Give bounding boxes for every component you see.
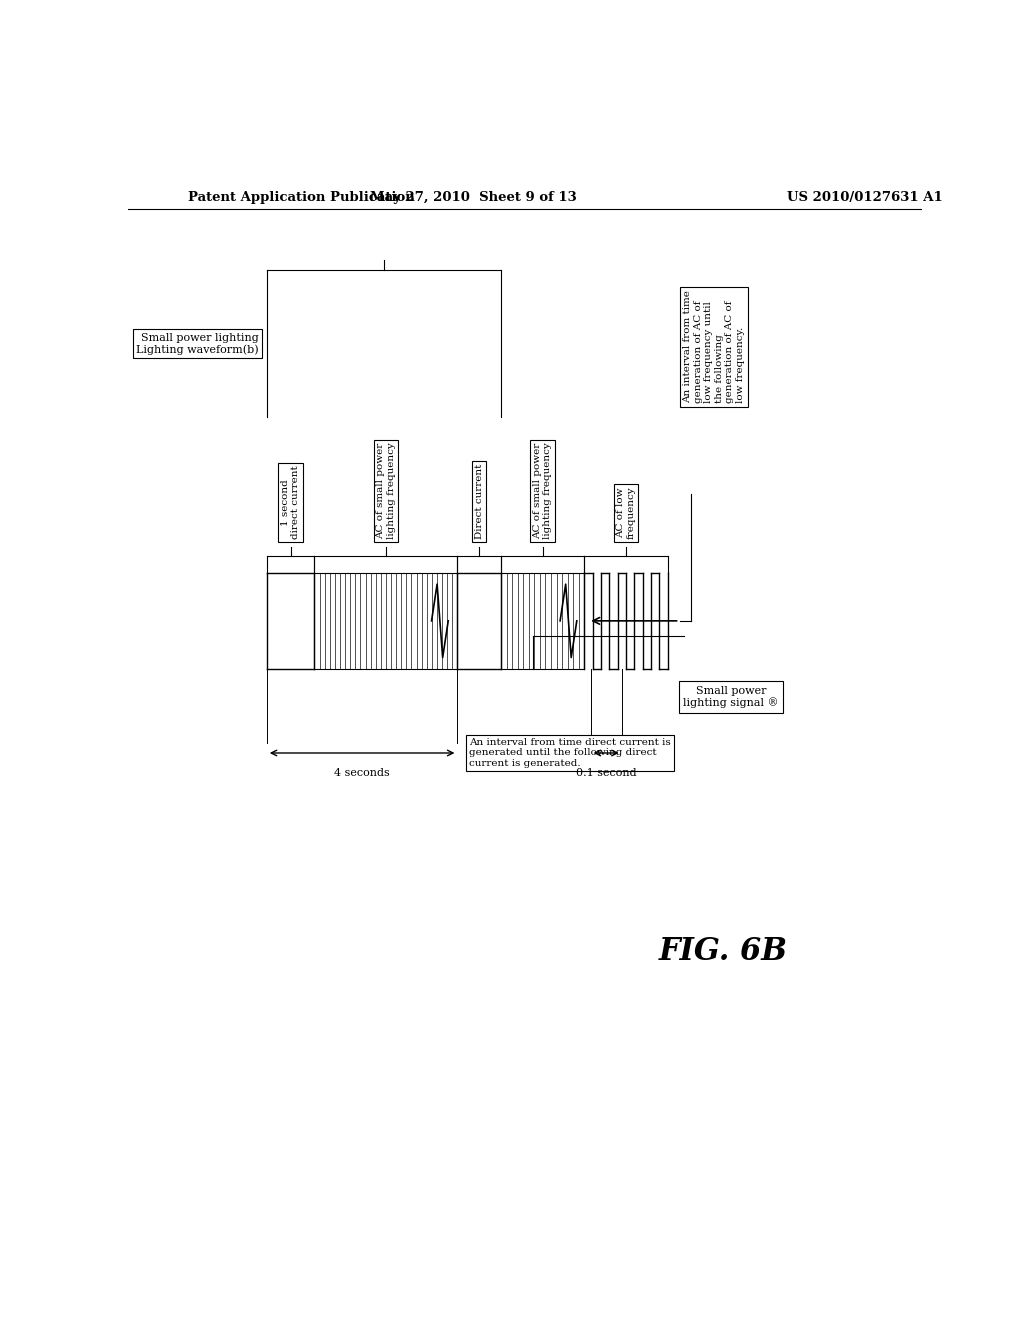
Text: Direct current: Direct current — [475, 463, 483, 539]
Text: AC of small power
lighting frequency: AC of small power lighting frequency — [376, 442, 395, 539]
Text: FIG. 6B: FIG. 6B — [658, 936, 787, 966]
Text: May 27, 2010  Sheet 9 of 13: May 27, 2010 Sheet 9 of 13 — [370, 191, 577, 203]
Text: An interval from time direct current is
generated until the following direct
cur: An interval from time direct current is … — [469, 738, 671, 767]
Text: An interval from time
generation of AC of
low frequency until
the following
gene: An interval from time generation of AC o… — [684, 290, 744, 404]
Text: 0.1 second: 0.1 second — [575, 768, 637, 779]
Text: 1 second
direct current: 1 second direct current — [281, 465, 300, 539]
Text: US 2010/0127631 A1: US 2010/0127631 A1 — [786, 191, 942, 203]
Text: Patent Application Publication: Patent Application Publication — [187, 191, 415, 203]
Text: Small power lighting
Lighting waveform(b): Small power lighting Lighting waveform(b… — [136, 333, 259, 355]
Text: 4 seconds: 4 seconds — [334, 768, 390, 779]
Text: AC of low
frequency: AC of low frequency — [616, 486, 636, 539]
Text: Small power
lighting signal ®: Small power lighting signal ® — [683, 686, 779, 709]
Text: AC of small power
lighting frequency: AC of small power lighting frequency — [532, 442, 552, 539]
